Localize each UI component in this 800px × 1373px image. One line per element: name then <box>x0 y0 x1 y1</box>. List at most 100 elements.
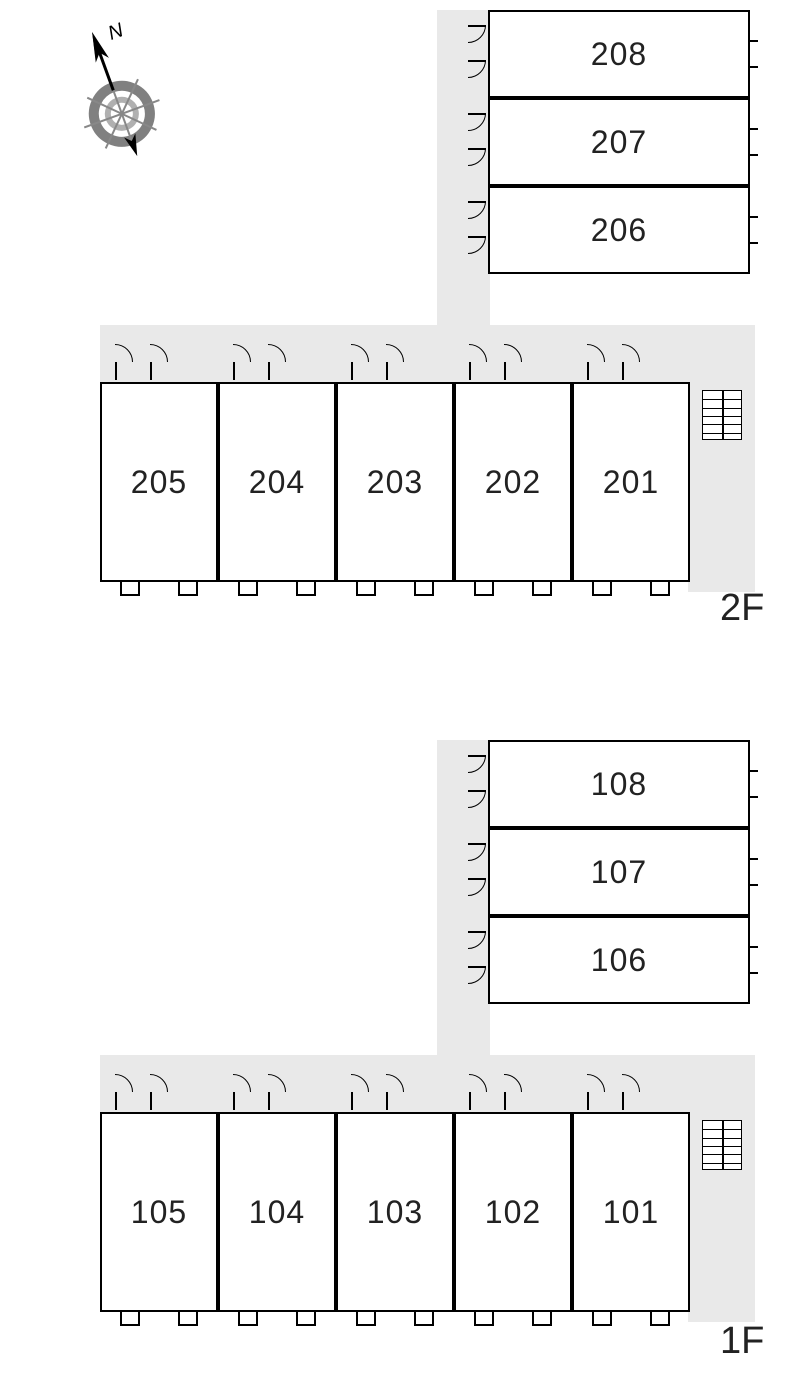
room-106: 106 <box>488 916 750 1004</box>
window-tick <box>414 594 434 596</box>
room-108: 108 <box>488 740 750 828</box>
room-label: 208 <box>591 36 647 73</box>
window-tick <box>178 1324 198 1326</box>
room-201: 201 <box>572 382 690 582</box>
window-tick <box>748 770 750 798</box>
window-tick <box>474 1324 494 1326</box>
window-tick <box>474 594 494 596</box>
room-label: 101 <box>603 1194 659 1231</box>
room-204: 204 <box>218 382 336 582</box>
window-tick <box>550 1312 552 1324</box>
window-tick <box>550 582 552 594</box>
corridor <box>100 1055 755 1115</box>
room-label: 108 <box>591 766 647 803</box>
window-tick <box>238 594 258 596</box>
window-tick <box>120 1324 140 1326</box>
window-tick <box>296 1324 316 1326</box>
window-tick <box>532 582 534 594</box>
room-label: 205 <box>131 464 187 501</box>
window-tick <box>748 128 758 130</box>
window-tick <box>296 594 316 596</box>
room-206: 206 <box>488 186 750 274</box>
window-tick <box>748 796 758 798</box>
window-tick <box>238 1312 240 1324</box>
window-tick <box>256 582 258 594</box>
window-tick <box>374 1312 376 1324</box>
window-tick <box>650 1312 652 1324</box>
window-tick <box>748 972 758 974</box>
floor-label-1F: 1F <box>720 1320 764 1363</box>
window-tick <box>178 1312 180 1324</box>
window-tick <box>356 582 358 594</box>
window-tick <box>748 216 758 218</box>
window-tick <box>532 594 552 596</box>
room-label: 105 <box>131 1194 187 1231</box>
window-tick <box>432 582 434 594</box>
svg-text:N: N <box>105 20 127 45</box>
window-tick <box>432 1312 434 1324</box>
room-202: 202 <box>454 382 572 582</box>
window-tick <box>592 1312 594 1324</box>
window-tick <box>492 582 494 594</box>
window-tick <box>610 1312 612 1324</box>
window-tick <box>120 1312 122 1324</box>
window-tick <box>120 594 140 596</box>
window-tick <box>532 1312 534 1324</box>
window-tick <box>120 582 122 594</box>
room-label: 104 <box>249 1194 305 1231</box>
window-tick <box>748 66 758 68</box>
floor-label-2F: 2F <box>720 587 764 630</box>
corridor <box>100 325 755 385</box>
window-tick <box>374 582 376 594</box>
room-105: 105 <box>100 1112 218 1312</box>
window-tick <box>668 1312 670 1324</box>
window-tick <box>748 770 758 772</box>
window-tick <box>196 582 198 594</box>
room-label: 102 <box>485 1194 541 1231</box>
window-tick <box>748 216 750 244</box>
window-tick <box>748 946 758 948</box>
room-label: 103 <box>367 1194 423 1231</box>
window-tick <box>356 594 376 596</box>
window-tick <box>592 594 612 596</box>
window-tick <box>592 1324 612 1326</box>
stair-icon <box>702 390 742 440</box>
room-207: 207 <box>488 98 750 186</box>
window-tick <box>314 1312 316 1324</box>
window-tick <box>748 858 758 860</box>
window-tick <box>238 1324 258 1326</box>
room-label: 206 <box>591 212 647 249</box>
window-tick <box>748 858 750 886</box>
window-tick <box>748 242 758 244</box>
room-203: 203 <box>336 382 454 582</box>
window-tick <box>474 1312 476 1324</box>
room-208: 208 <box>488 10 750 98</box>
room-label: 207 <box>591 124 647 161</box>
window-tick <box>296 582 298 594</box>
window-tick <box>650 594 670 596</box>
compass-icon: N <box>40 20 190 170</box>
window-tick <box>748 128 750 156</box>
window-tick <box>178 594 198 596</box>
window-tick <box>748 40 750 68</box>
room-label: 202 <box>485 464 541 501</box>
window-tick <box>138 1312 140 1324</box>
room-107: 107 <box>488 828 750 916</box>
window-tick <box>668 582 670 594</box>
room-103: 103 <box>336 1112 454 1312</box>
window-tick <box>650 1324 670 1326</box>
window-tick <box>138 582 140 594</box>
window-tick <box>356 1312 358 1324</box>
window-tick <box>238 582 240 594</box>
room-label: 107 <box>591 854 647 891</box>
window-tick <box>296 1312 298 1324</box>
window-tick <box>748 40 758 42</box>
window-tick <box>196 1312 198 1324</box>
window-tick <box>256 1312 258 1324</box>
window-tick <box>314 582 316 594</box>
stair-icon <box>702 1120 742 1170</box>
window-tick <box>748 154 758 156</box>
room-label: 201 <box>603 464 659 501</box>
window-tick <box>492 1312 494 1324</box>
room-label: 106 <box>591 942 647 979</box>
